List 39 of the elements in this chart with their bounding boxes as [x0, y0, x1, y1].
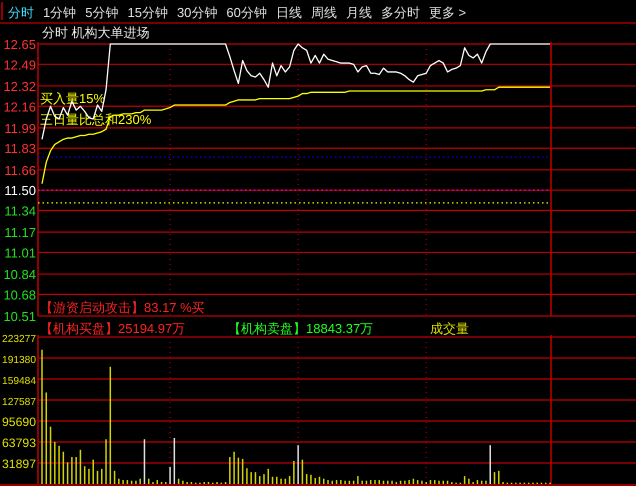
y-tick-label: 10.51	[3, 309, 36, 324]
y-tick-label: 95690	[2, 415, 36, 429]
y-tick-label: 127587	[2, 397, 36, 408]
text: 更多 >	[428, 5, 466, 20]
y-tick-label: 11.99	[4, 120, 36, 136]
y-tick-label: 31897	[2, 457, 36, 471]
text: 日线	[276, 5, 302, 20]
chart-title: 分时 机构大单进场	[42, 25, 150, 40]
y-tick-label: 11.34	[4, 204, 36, 219]
text: 分时	[8, 5, 34, 20]
text: 1分钟	[43, 5, 76, 20]
y-tick-label: 159484	[2, 376, 36, 387]
text: 5分钟	[85, 5, 118, 20]
y-tick-label: 12.32	[3, 78, 36, 94]
text: 月线	[346, 5, 372, 20]
y-tick-label: 10.84	[3, 267, 36, 282]
text: 【机构卖盘】18843.37万	[228, 321, 374, 336]
text: 多分时	[380, 5, 420, 20]
y-tick-label: 12.16	[3, 99, 36, 114]
line-series	[41, 86, 551, 184]
text: 【机构买盘】25194.97万	[40, 321, 186, 336]
y-tick-label: 63793	[2, 436, 36, 450]
y-tick-label: 11.17	[4, 225, 36, 240]
chart-title: 成交量	[430, 321, 469, 336]
y-tick-label: 11.50	[4, 183, 36, 198]
text: 15分钟	[127, 5, 168, 20]
y-tick-label: 191380	[2, 355, 36, 366]
line-series	[41, 43, 551, 140]
y-tick-label: 11.83	[4, 141, 36, 156]
text: 周线	[310, 5, 337, 20]
y-tick-label: 223277	[2, 334, 36, 345]
y-tick-label: 11.66	[4, 162, 36, 178]
y-tick-label: 12.49	[3, 57, 36, 72]
annotation: 【游资启动攻击】83.17 %买	[40, 300, 205, 315]
text: 30分钟	[176, 5, 218, 20]
y-tick-label: 11.01	[4, 245, 36, 260]
y-tick-label: 10.68	[3, 287, 36, 302]
text: 60分钟	[226, 5, 267, 20]
y-tick-label: 12.65	[3, 37, 36, 52]
